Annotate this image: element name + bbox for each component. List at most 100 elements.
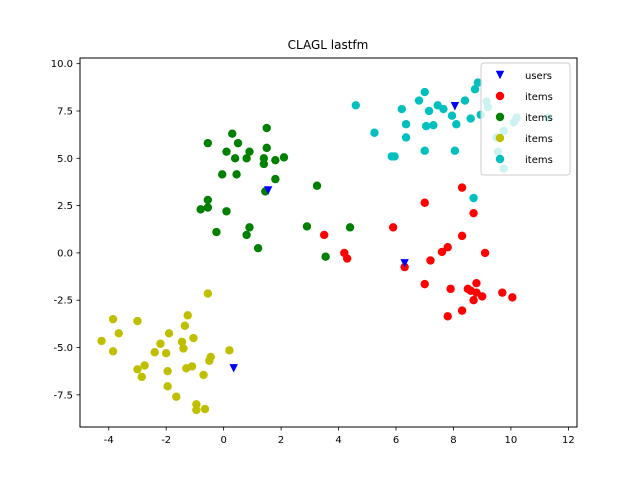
x-tick-label: -4 — [104, 435, 114, 446]
data-point — [420, 146, 429, 155]
data-point — [388, 223, 398, 232]
data-point — [414, 96, 424, 105]
data-point — [473, 78, 483, 87]
series-1-items — [319, 183, 517, 321]
data-point — [206, 352, 215, 362]
data-point — [108, 314, 118, 324]
data-point — [469, 208, 478, 218]
data-point — [212, 227, 221, 237]
data-point — [443, 243, 452, 252]
y-tick-label: 10.0 — [51, 59, 73, 70]
data-point — [312, 181, 322, 190]
y-tick-label: 5.0 — [57, 154, 73, 165]
plot-frame — [79, 57, 578, 428]
legend-label: items — [525, 113, 553, 124]
data-point — [351, 101, 360, 110]
data-point — [437, 247, 447, 257]
data-point — [253, 243, 263, 253]
data-point — [426, 256, 435, 265]
legend-marker — [495, 133, 505, 143]
data-point — [429, 120, 438, 130]
legend-label: items — [525, 134, 553, 145]
x-tick-label: 8 — [450, 435, 456, 446]
data-point — [196, 205, 205, 214]
data-point — [222, 207, 231, 216]
data-point — [222, 147, 231, 156]
data-point — [397, 104, 406, 114]
legend-entry: items — [495, 154, 553, 166]
legend-marker — [495, 154, 505, 164]
legend-label: users — [525, 71, 552, 82]
data-point — [230, 154, 240, 163]
data-point — [189, 333, 198, 343]
data-point — [172, 392, 181, 401]
y-tick-label: 2.5 — [57, 201, 73, 212]
x-tick-label: 6 — [393, 435, 399, 446]
data-point — [279, 153, 289, 162]
data-point — [342, 254, 352, 263]
data-point — [203, 195, 213, 205]
data-point — [259, 159, 269, 169]
y-tick-label: 7.5 — [57, 106, 73, 117]
legend-entry: items — [495, 112, 553, 124]
data-point — [457, 231, 467, 241]
data-point — [480, 248, 490, 258]
y-tick-label: -2.5 — [53, 296, 73, 307]
y-tick-label: 0.0 — [57, 248, 73, 259]
data-point — [446, 284, 455, 294]
data-point — [319, 230, 329, 240]
data-point — [450, 146, 460, 155]
data-point — [508, 293, 517, 302]
data-point — [424, 106, 434, 116]
data-point — [97, 336, 106, 346]
data-point — [203, 138, 213, 148]
legend-marker — [495, 112, 505, 122]
legend-entry: users — [495, 70, 552, 82]
data-point — [187, 362, 197, 371]
data-point — [452, 120, 461, 129]
data-point — [466, 114, 475, 123]
x-tick-label: 0 — [220, 435, 226, 446]
data-point — [447, 111, 457, 120]
data-point — [439, 104, 448, 114]
data-point — [460, 96, 470, 105]
data-point — [161, 349, 171, 358]
series-2-items — [196, 123, 355, 261]
data-point — [421, 121, 431, 131]
data-point — [271, 155, 280, 165]
data-point — [229, 364, 238, 373]
data-point — [321, 252, 330, 261]
data-point — [469, 296, 478, 305]
data-point — [133, 316, 142, 326]
data-point — [199, 370, 208, 380]
data-point — [245, 223, 254, 232]
data-point — [469, 193, 478, 203]
data-point — [163, 382, 172, 391]
x-axis: -4 -2 0 2 4 6 8 10 12 — [104, 427, 575, 446]
data-point — [498, 288, 507, 297]
data-point — [302, 222, 312, 231]
data-point — [179, 344, 188, 353]
data-point — [450, 102, 460, 111]
data-point — [177, 337, 187, 347]
legend-label: items — [525, 92, 553, 103]
y-axis: -7.5 -5.0 -2.5 0.0 2.5 5.0 7.5 10.0 — [51, 59, 80, 401]
legend: users items items items items — [480, 62, 571, 176]
series-0-users — [229, 102, 460, 373]
y-tick-label: -5.0 — [53, 343, 73, 354]
data-point — [242, 230, 251, 240]
data-point — [164, 329, 174, 338]
legend-entry: items — [495, 133, 553, 145]
data-point — [470, 85, 480, 94]
data-point — [233, 138, 243, 148]
data-point — [401, 133, 411, 142]
data-point — [203, 203, 213, 212]
legend-entry: items — [495, 91, 553, 103]
data-point — [457, 183, 467, 192]
data-point — [242, 154, 251, 163]
data-point — [263, 186, 273, 195]
x-tick-label: 12 — [562, 435, 575, 446]
data-point — [232, 170, 241, 179]
x-tick-label: 10 — [505, 435, 518, 446]
